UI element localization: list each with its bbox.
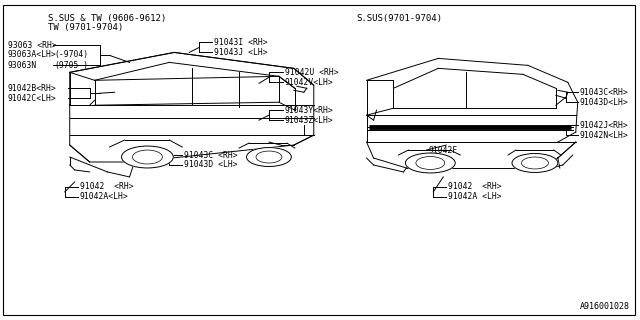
Text: 91042  <RH>: 91042 <RH> — [448, 182, 502, 191]
Text: 91043I <RH>: 91043I <RH> — [214, 38, 268, 47]
Text: 91043C<RH>: 91043C<RH> — [580, 88, 628, 97]
Text: 91043Y<RH>: 91043Y<RH> — [285, 106, 333, 115]
Text: TW (9701-9704): TW (9701-9704) — [48, 22, 123, 32]
Text: 91042A <LH>: 91042A <LH> — [448, 192, 502, 201]
Text: 91043D <LH>: 91043D <LH> — [184, 161, 238, 170]
Text: 91042  <RH>: 91042 <RH> — [80, 182, 133, 191]
Text: A916001028: A916001028 — [580, 302, 630, 311]
Text: 91042U <RH>: 91042U <RH> — [285, 68, 339, 77]
Text: 91042J<RH>: 91042J<RH> — [580, 121, 628, 130]
Text: 91042N<LH>: 91042N<LH> — [580, 131, 628, 140]
Ellipse shape — [246, 148, 291, 166]
Text: 91042C<LH>: 91042C<LH> — [8, 94, 57, 103]
Text: 91042F: 91042F — [428, 146, 458, 155]
Text: 91043C <RH>: 91043C <RH> — [184, 150, 238, 159]
Ellipse shape — [405, 153, 455, 173]
Text: 91042V<LH>: 91042V<LH> — [285, 78, 333, 87]
Ellipse shape — [122, 146, 173, 168]
Text: (-9704): (-9704) — [55, 50, 89, 59]
Text: 91042A<LH>: 91042A<LH> — [80, 192, 129, 201]
Text: 93063N: 93063N — [8, 61, 37, 70]
Text: 93063A<LH>: 93063A<LH> — [8, 50, 57, 59]
Text: 91043Z<LH>: 91043Z<LH> — [285, 116, 333, 125]
Text: 91043D<LH>: 91043D<LH> — [580, 98, 628, 107]
Text: S.SUS(9701-9704): S.SUS(9701-9704) — [356, 13, 443, 23]
Text: S.SUS & TW (9606-9612): S.SUS & TW (9606-9612) — [48, 13, 166, 23]
Text: 93063 <RH>: 93063 <RH> — [8, 41, 57, 50]
Text: 91043J <LH>: 91043J <LH> — [214, 48, 268, 57]
Ellipse shape — [512, 154, 558, 172]
Text: 91042B<RH>: 91042B<RH> — [8, 84, 57, 93]
Text: (9705-): (9705-) — [55, 61, 89, 70]
